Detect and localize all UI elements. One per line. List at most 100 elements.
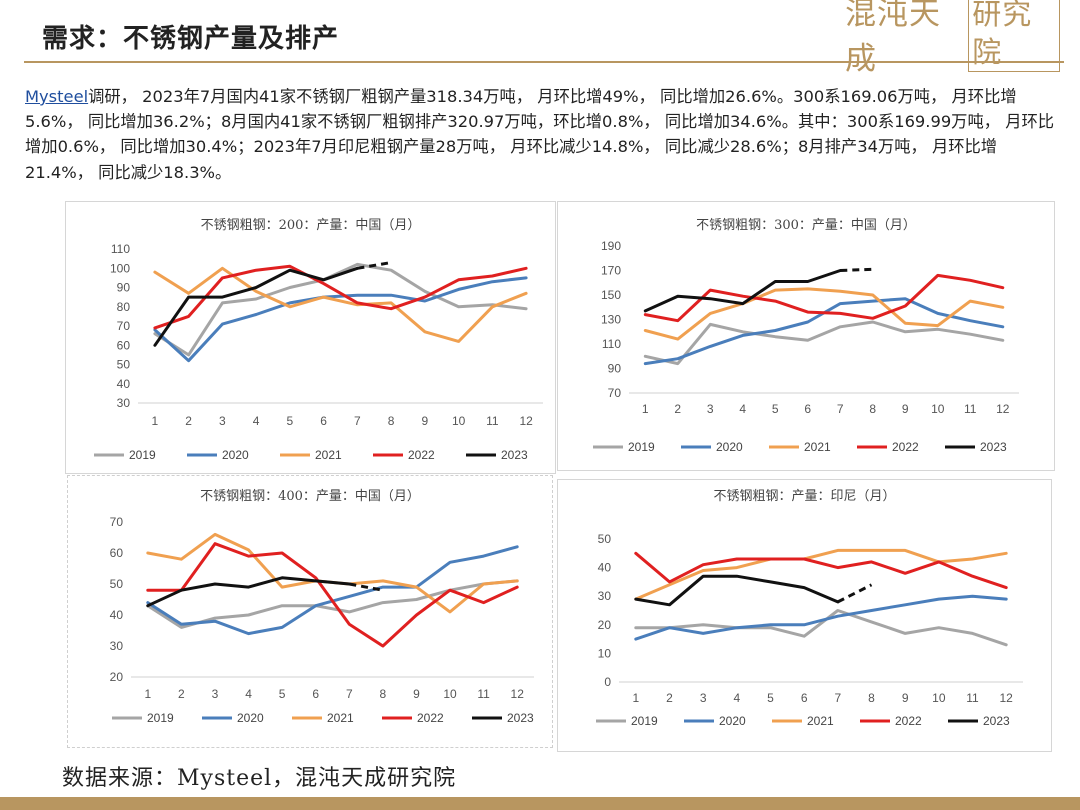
chart-panel-200: 不锈钢粗钢：200：产量：中国（月） 30 40 50 60 70 80 90 100 110 1 2… (65, 201, 556, 474)
x-tick-label: 1 (632, 691, 639, 705)
x-tick-label: 10 (931, 402, 945, 416)
page-title: 需求：不锈钢产量及排产 (42, 24, 340, 54)
x-tick-label: 11 (486, 414, 499, 428)
legend-label-2021: 2021 (804, 440, 831, 454)
y-tick-label: 40 (117, 377, 131, 391)
x-tick-label: 1 (642, 402, 649, 416)
x-tick-label: 3 (219, 414, 226, 428)
series-line-2019 (634, 609, 1008, 647)
legend-label-2022: 2022 (895, 714, 922, 728)
legend-label-2020: 2020 (237, 711, 264, 725)
legend-label-2021: 2021 (315, 448, 342, 462)
legend-label-2021: 2021 (807, 714, 834, 728)
series-line-2022 (146, 542, 519, 648)
series-line-2022 (643, 273, 1005, 323)
chart-panel-300: 不锈钢粗钢：300：产量：中国（月） 70 90 110 130 150 170 190 1 2 3… (557, 201, 1055, 471)
legend-label-2023: 2023 (980, 440, 1007, 454)
legend-label-2020: 2020 (222, 448, 249, 462)
x-tick-label: 2 (185, 414, 192, 428)
series-line-2019 (146, 579, 519, 629)
x-tick-label: 5 (287, 414, 294, 428)
x-tick-label: 12 (511, 687, 525, 701)
y-tick-label: 30 (117, 396, 131, 410)
chart-title: 不锈钢粗钢：产量：印尼（月） (713, 489, 895, 504)
mysteel-link[interactable]: Mysteel (25, 87, 89, 106)
x-tick-label: 5 (767, 691, 774, 705)
y-tick-label: 110 (111, 242, 130, 256)
legend-label-2019: 2019 (147, 711, 174, 725)
y-tick-label: 190 (601, 239, 621, 253)
y-tick-label: 70 (110, 515, 124, 529)
x-tick-label: 8 (869, 402, 876, 416)
series-line-2020 (634, 594, 1008, 641)
x-tick-label: 4 (739, 402, 746, 416)
series-line-2020 (153, 276, 528, 363)
legend-label-2019: 2019 (628, 440, 655, 454)
y-tick-label: 70 (608, 386, 622, 400)
legend-label-2022: 2022 (417, 711, 444, 725)
chart-title: 不锈钢粗钢：200：产量：中国（月） (201, 218, 421, 233)
y-tick-label: 10 (598, 646, 612, 660)
series-forecast-2023 (837, 583, 873, 604)
legend-label-2020: 2020 (716, 440, 743, 454)
x-tick-label: 12 (519, 414, 533, 428)
series-line-2021 (153, 266, 528, 343)
x-tick-label: 10 (452, 414, 466, 428)
y-tick-label: 40 (110, 608, 124, 622)
legend-label-2019: 2019 (129, 448, 156, 462)
x-tick-label: 5 (279, 687, 286, 701)
series-line-2022 (634, 551, 1008, 590)
x-tick-label: 5 (772, 402, 779, 416)
brand-logo: 混沌天成 研究院 (845, 0, 1060, 77)
x-tick-label: 9 (902, 402, 909, 416)
x-tick-label: 3 (707, 402, 714, 416)
x-tick-label: 9 (413, 687, 420, 701)
x-tick-label: 8 (380, 687, 387, 701)
y-tick-label: 50 (117, 358, 131, 372)
brand-box: 研究院 (968, 0, 1060, 72)
x-tick-label: 3 (700, 691, 707, 705)
y-tick-label: 50 (110, 577, 124, 591)
x-tick-label: 4 (733, 691, 740, 705)
x-tick-label: 10 (932, 691, 946, 705)
chart-title: 不锈钢粗钢：400：产量：中国（月） (200, 489, 420, 504)
x-tick-label: 9 (902, 691, 909, 705)
x-tick-label: 7 (834, 691, 841, 705)
legend-label-2020: 2020 (719, 714, 746, 728)
x-tick-label: 7 (346, 687, 353, 701)
y-tick-label: 80 (117, 300, 131, 314)
x-tick-label: 6 (804, 402, 811, 416)
x-tick-label: 9 (422, 414, 429, 428)
y-tick-label: 90 (608, 362, 622, 376)
legend-label-2021: 2021 (327, 711, 354, 725)
x-tick-label: 6 (312, 687, 319, 701)
chart-panel-400: 不锈钢粗钢：400：产量：中国（月） 20 30 40 50 60 70 1 2 3 4 5 6 7 8 9 1… (67, 475, 553, 748)
summary-text: 调研， 2023年7月国内41家不锈钢厂粗钢产量318.34万吨， 月环比增49… (25, 87, 1055, 182)
x-tick-label: 7 (837, 402, 844, 416)
y-tick-label: 90 (117, 281, 131, 295)
series-forecast-2023 (357, 261, 392, 270)
x-tick-label: 1 (152, 414, 159, 428)
x-tick-label: 10 (443, 687, 457, 701)
x-tick-label: 2 (674, 402, 681, 416)
series-line-2021 (643, 287, 1005, 341)
x-tick-label: 12 (999, 691, 1013, 705)
x-tick-label: 1 (144, 687, 151, 701)
x-tick-label: 8 (388, 414, 395, 428)
x-tick-label: 6 (801, 691, 808, 705)
y-tick-label: 20 (110, 670, 124, 684)
legend-label-2023: 2023 (501, 448, 528, 462)
x-tick-label: 8 (868, 691, 875, 705)
y-tick-label: 60 (117, 338, 131, 352)
y-tick-label: 170 (601, 264, 621, 278)
chart-title: 不锈钢粗钢：300：产量：中国（月） (696, 218, 916, 233)
chart-panel-indonesia: 不锈钢粗钢：产量：印尼（月） 0 10 20 30 40 50 1 2 3 4 5 6 7 8 9 10 11 12… (557, 479, 1052, 752)
y-tick-label: 130 (601, 313, 621, 327)
x-tick-label: 11 (964, 402, 977, 416)
series-line-2021 (634, 548, 1008, 601)
series-line-2023 (146, 576, 351, 608)
x-tick-label: 12 (996, 402, 1010, 416)
